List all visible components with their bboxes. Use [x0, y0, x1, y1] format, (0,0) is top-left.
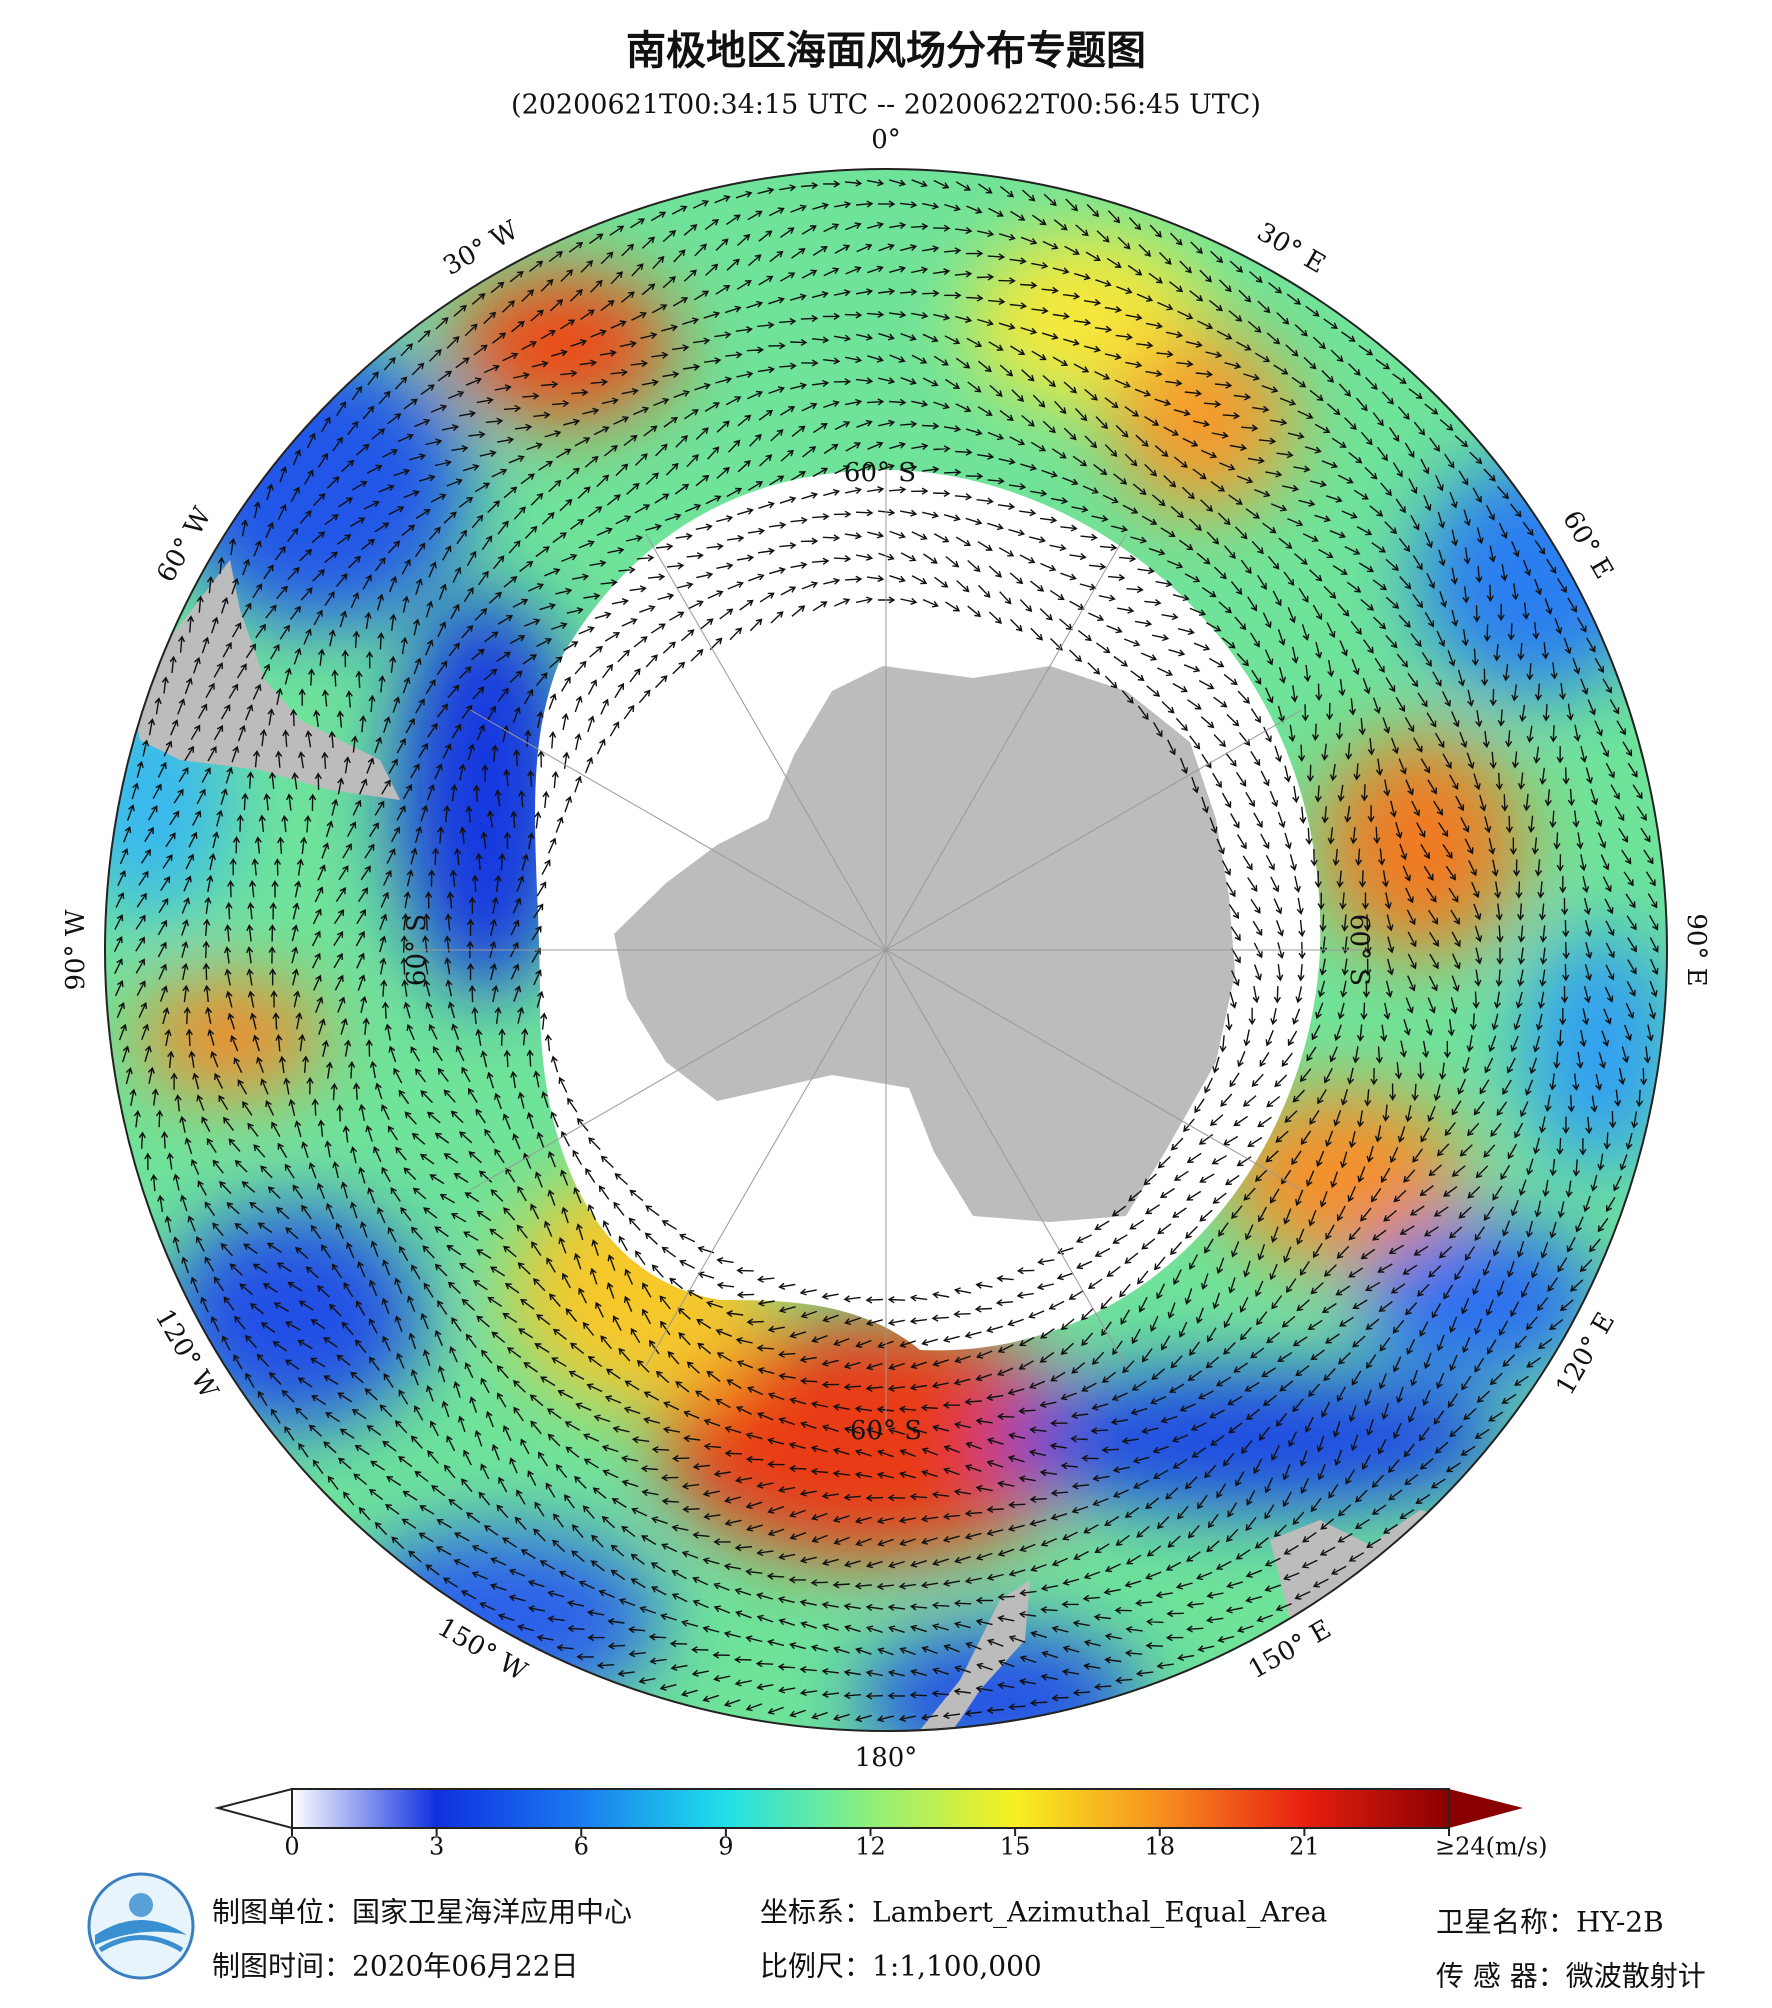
- meridian: [885, 949, 1127, 1366]
- title: 南极地区海面风场分布专题图: [626, 27, 1146, 74]
- logo: [87, 1872, 195, 1980]
- lon-label: 0°: [871, 125, 901, 155]
- wind-arrow-ring: [202, 265, 1570, 1633]
- wind-arrow-ring: [157, 221, 1615, 1677]
- wind-arrow-ring: [311, 377, 1461, 1525]
- colorbar-tick-label: 6: [574, 1833, 589, 1861]
- colorbar-over: [1449, 1789, 1523, 1828]
- footer-scale: 比例尺：1:1,100,000: [760, 1950, 1042, 1983]
- wind-field: [105, 169, 1667, 1731]
- map-border: [104, 168, 1668, 1732]
- footer-satellite: 卫星名称：HY-2B: [1436, 1906, 1664, 1939]
- wind-arrow-ring: [400, 463, 1372, 1435]
- wind-arrow-ring: [113, 179, 1659, 1723]
- meridian: [885, 949, 1302, 1191]
- colorbar-tick-label: 21: [1289, 1833, 1320, 1861]
- meridian: [885, 709, 1302, 951]
- wind-arrow-ring: [333, 398, 1439, 1502]
- wind-arrow-ring: [291, 354, 1483, 1547]
- footer: 制图单位：国家卫星海洋应用中心 制图时间：2020年06月22日 坐标系：Lam…: [87, 1872, 1706, 1993]
- wind-arrow-ring: [268, 332, 1504, 1569]
- footer-sensor: 传 感 器：微波散射计: [1436, 1960, 1706, 1993]
- colorbar-tick-label: 9: [718, 1833, 733, 1861]
- lat-label: 60° S: [850, 1416, 922, 1446]
- wind-arrow-ring: [379, 441, 1395, 1458]
- colorbar: 0 3 6 9 12 15 18 21 ≥24(m/s): [214, 1787, 1548, 1861]
- colorbar-tick-label: 12: [855, 1833, 886, 1861]
- meridian: [645, 949, 887, 1366]
- wind-arrow-ring: [509, 575, 1263, 1327]
- meridian: [470, 949, 887, 1191]
- colorbar-tick-label: 18: [1144, 1833, 1175, 1861]
- subtitle: (20200621T00:34:15 UTC -- 20200622T00:56…: [511, 90, 1261, 121]
- wind-arrow-ring: [223, 287, 1548, 1612]
- lon-label: 180°: [855, 1743, 918, 1773]
- lat-label: 60° S: [844, 458, 916, 488]
- wind-arrow-ring: [135, 200, 1637, 1700]
- meridian: [645, 534, 887, 951]
- wind-arrow-ring: [355, 419, 1417, 1479]
- graticule: [406, 470, 1366, 1430]
- antarctica: [614, 666, 1235, 1222]
- colorbar-tick-label: 0: [284, 1833, 299, 1861]
- wind-arrow-ring: [422, 486, 1350, 1414]
- colorbar-tick-label: 15: [1000, 1833, 1031, 1861]
- colorbar-under: [214, 1787, 293, 1830]
- colorbar-tick-label: 3: [429, 1833, 444, 1861]
- lon-label: 90° W: [61, 909, 91, 990]
- footer-unit: 制图单位：国家卫星海洋应用中心: [212, 1896, 632, 1929]
- latitude-labels: 60° S 60° S 60° S 60° S: [402, 458, 1374, 1446]
- lon-label: 90° E: [1681, 913, 1711, 986]
- colorbar-tick-label: ≥24(m/s): [1435, 1833, 1548, 1861]
- footer-date: 制图时间：2020年06月22日: [212, 1950, 579, 1983]
- meridian: [885, 534, 1127, 951]
- wind-arrow-ring: [245, 310, 1526, 1590]
- colorbar-bar: [291, 1788, 1450, 1829]
- wind-arrow-ring: [181, 243, 1593, 1656]
- footer-crs: 坐标系：Lambert_Azimuthal_Equal_Area: [760, 1896, 1327, 1929]
- meridian: [470, 709, 887, 951]
- lat-label: 60° S: [1344, 914, 1374, 986]
- lat-label: 60° S: [402, 914, 432, 986]
- new-zealand: [920, 1580, 1030, 1731]
- wind-arrow-ring: [466, 530, 1306, 1371]
